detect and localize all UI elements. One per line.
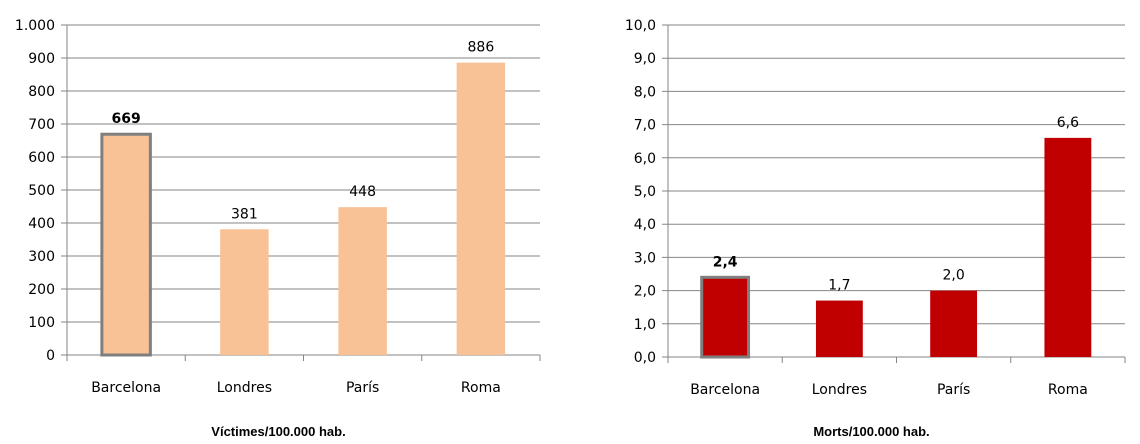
y-tick-label: 800: [28, 84, 55, 100]
bar-roma: [1044, 137, 1092, 357]
x-category-label: París: [937, 382, 970, 398]
bar-parís: [930, 290, 978, 357]
victims-bar-chart: 0 100 200 300 400 500 600 700 800 900 1.000 669 Barc…: [15, 18, 541, 439]
y-tick-label: 300: [28, 249, 55, 265]
bar-londres: [220, 229, 269, 355]
y-tick-label: 700: [28, 117, 55, 133]
x-axis-title: Morts/100.000 hab.: [813, 424, 929, 439]
data-label: 381: [231, 206, 258, 222]
bar-londres: [815, 300, 863, 357]
y-tick-label: 0,0: [634, 350, 656, 366]
y-tick-label: 3,0: [634, 250, 656, 266]
y-tick-label: 400: [28, 216, 55, 232]
data-label: 1,7: [828, 278, 850, 294]
y-tick-label: 100: [28, 315, 55, 331]
y-tick-label: 6,0: [634, 151, 656, 167]
data-label: 886: [468, 40, 495, 56]
x-category-label: Londres: [217, 380, 272, 396]
bar-barcelona: [700, 275, 751, 359]
x-category-label: París: [346, 380, 379, 396]
x-category-label: Londres: [812, 382, 867, 398]
y-tick-label: 2,0: [634, 284, 656, 300]
data-label: 6,6: [1057, 115, 1079, 131]
y-tick-label: 10,0: [625, 18, 656, 34]
y-tick-label: 200: [28, 282, 55, 298]
y-tick-label: 0: [46, 348, 55, 364]
bar-parís: [338, 207, 387, 355]
y-tick-label: 8,0: [634, 84, 656, 100]
deaths-bar-chart: 0,0 1,0 2,0 3,0 4,0 5,0 6,0 7,0 8,0 9,0 10,0 2,4 Bar…: [625, 18, 1126, 439]
y-tick-label: 600: [28, 150, 55, 166]
y-tick-label: 5,0: [634, 184, 656, 200]
bar-roma: [456, 62, 506, 356]
x-category-label: Roma: [461, 380, 501, 396]
x-category-label: Roma: [1048, 382, 1088, 398]
bar-barcelona: [100, 132, 152, 357]
y-tick-label: 1.000: [15, 18, 55, 34]
y-tick-label: 4,0: [634, 217, 656, 233]
y-tick-label: 9,0: [634, 51, 656, 67]
data-label: 2,4: [713, 254, 738, 270]
data-label: 669: [112, 111, 141, 127]
y-tick-label: 900: [28, 51, 55, 67]
x-category-label: Barcelona: [690, 382, 760, 398]
x-category-label: Barcelona: [91, 380, 161, 396]
x-axis-title: Víctimes/100.000 hab.: [211, 424, 345, 439]
y-tick-label: 1,0: [634, 317, 656, 333]
data-label: 2,0: [942, 268, 964, 284]
y-tick-label: 7,0: [634, 118, 656, 134]
y-tick-label: 500: [28, 183, 55, 199]
data-label: 448: [349, 184, 376, 200]
